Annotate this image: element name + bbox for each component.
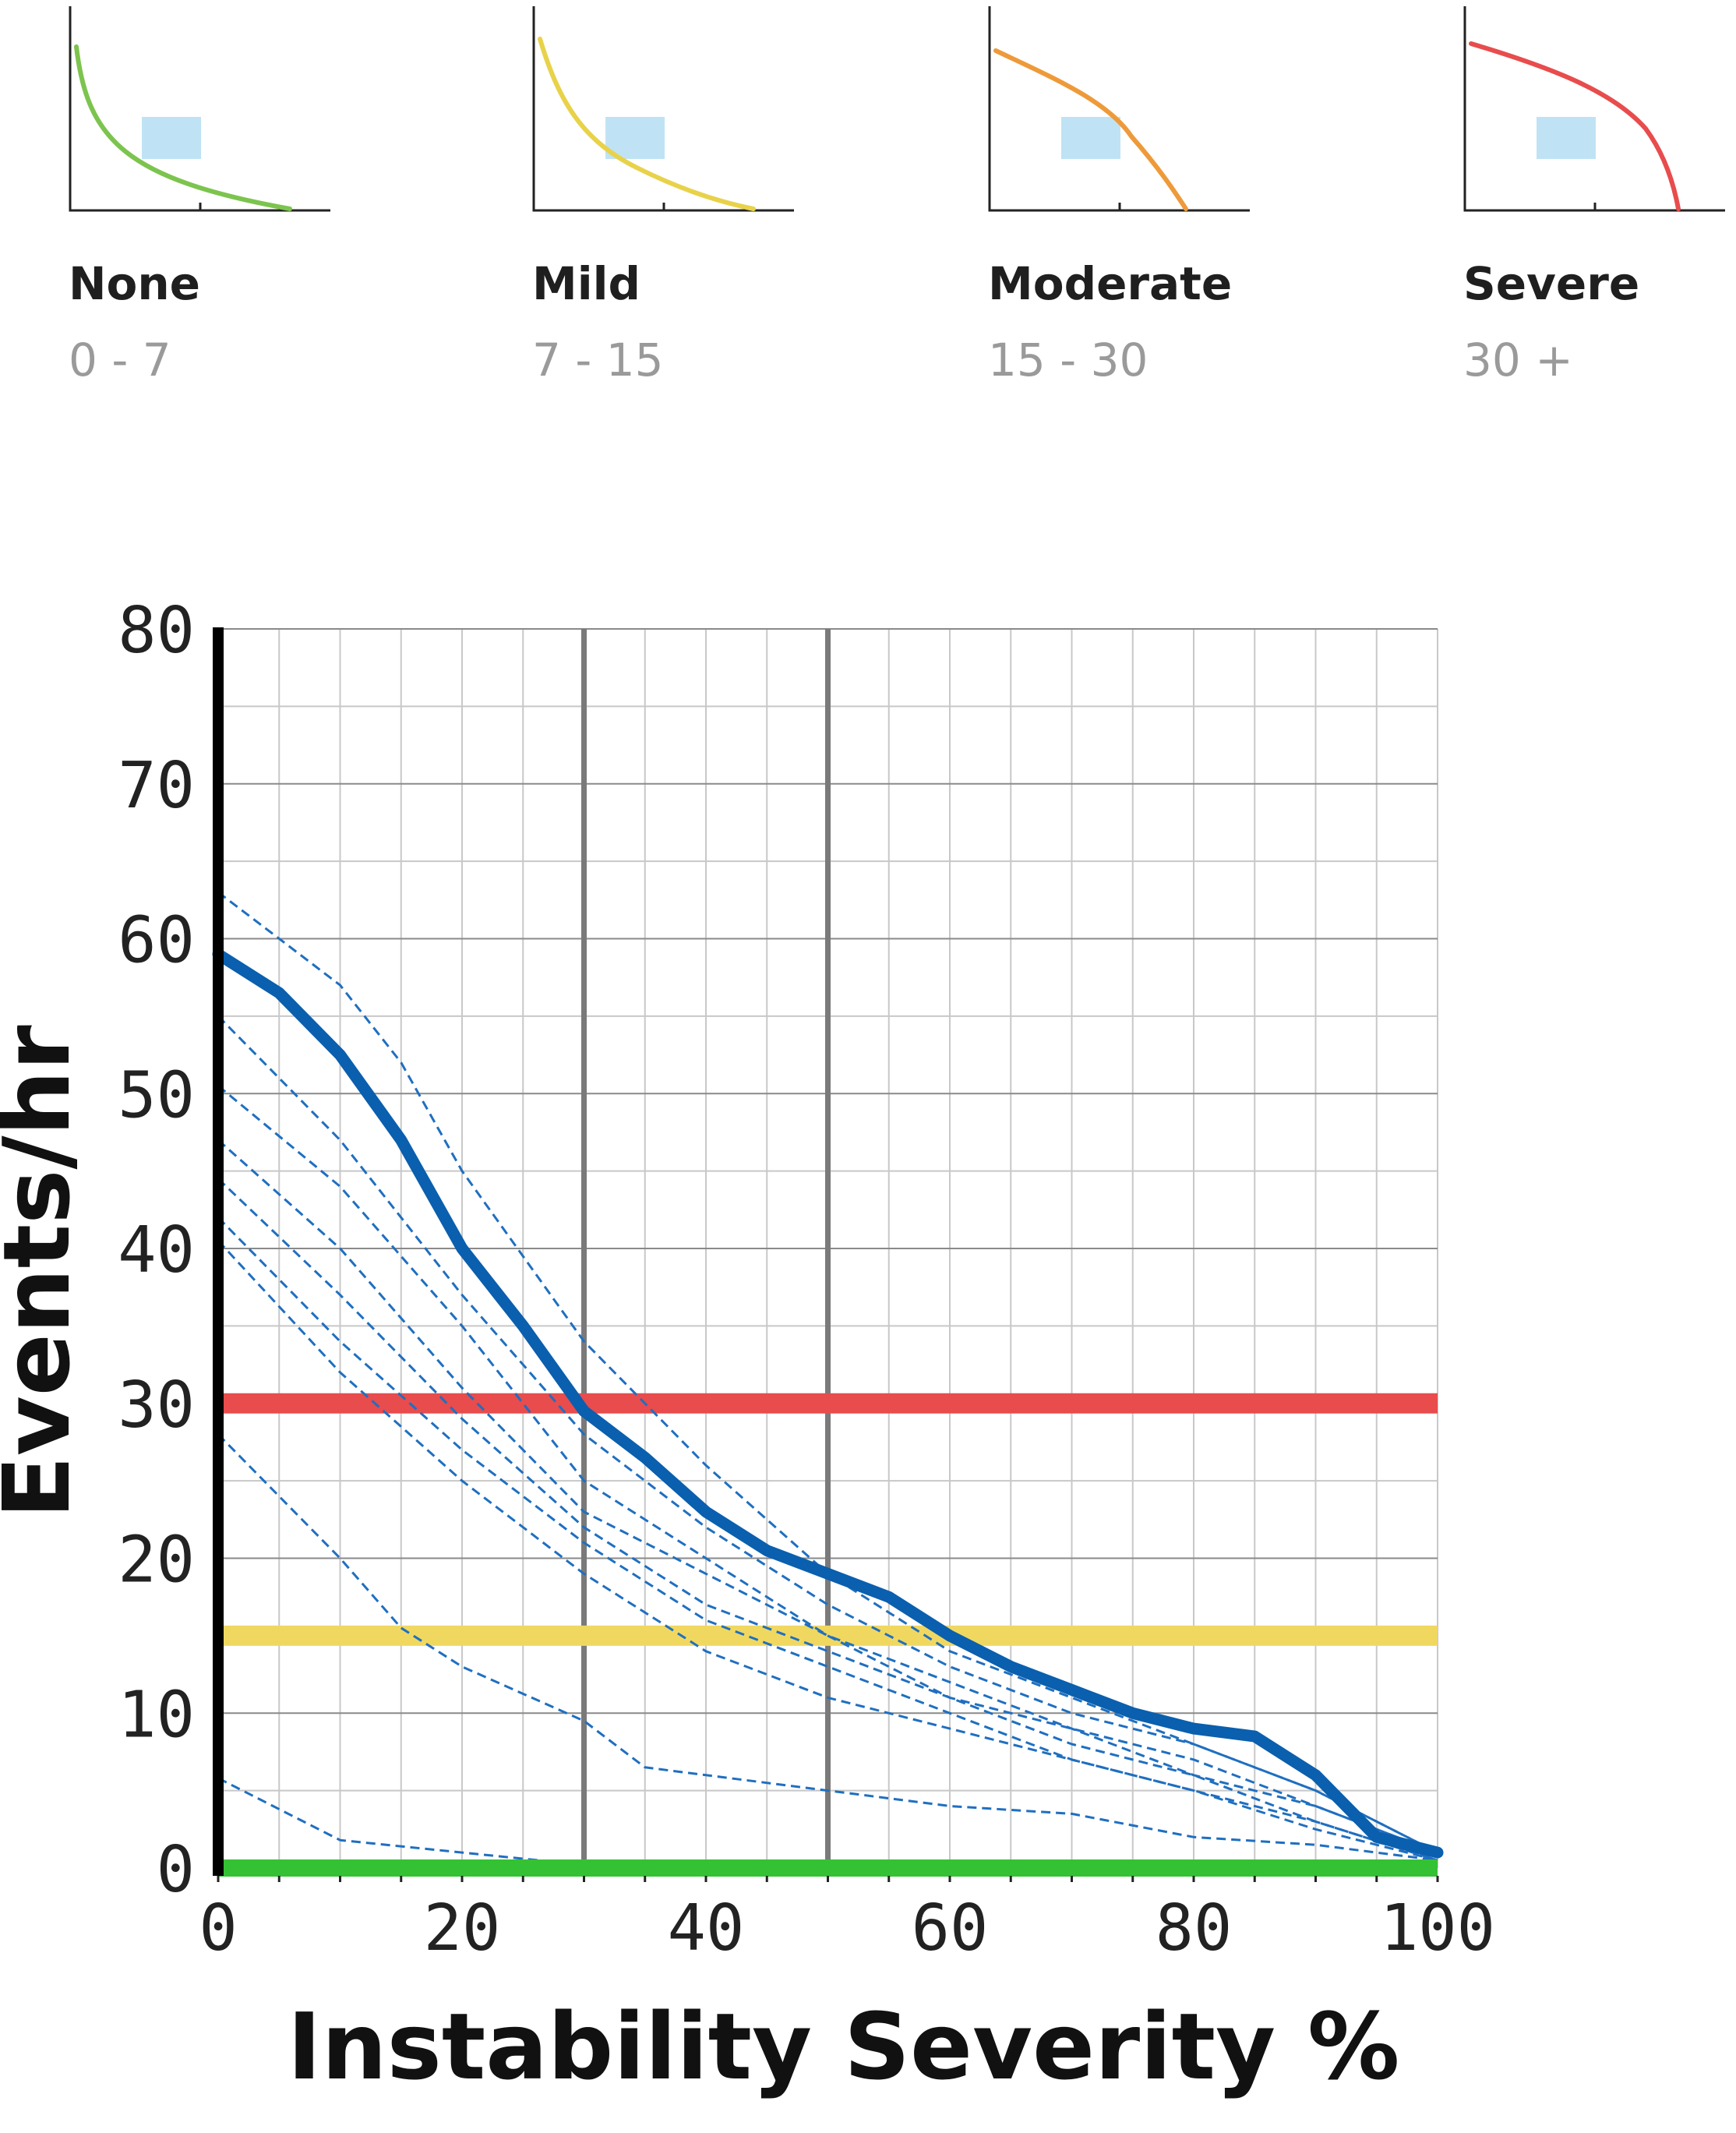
legend-mini-curve-line — [1469, 41, 1681, 211]
legend-mini-curve — [69, 6, 330, 212]
dashed-series-5 — [217, 1178, 1438, 1862]
legend-mini-box — [605, 117, 665, 159]
y-tick-label: 80 — [118, 594, 195, 668]
legend-range: 30 + — [1463, 334, 1573, 387]
dashed-series-6 — [217, 1217, 1438, 1862]
legend-item-moderate: Moderate 15 - 30 — [983, 0, 1311, 405]
legend-range: 0 - 7 — [69, 334, 171, 387]
legend-mini-axes — [1463, 6, 1725, 212]
legend-name: None — [69, 257, 201, 310]
y-tick-label: 60 — [118, 904, 195, 978]
legend-item-severe: Severe 30 + — [1459, 0, 1736, 405]
y-tick-label: 70 — [118, 749, 195, 823]
y-tick-label: 20 — [118, 1524, 195, 1598]
legend-mini-axes — [532, 6, 794, 212]
dashed-series-7 — [217, 1240, 1438, 1862]
x-tick-label: 100 — [1380, 1891, 1495, 1965]
dashed-series-1 — [217, 891, 1438, 1854]
legend-mini-curve — [988, 6, 1250, 212]
legend-range: 7 - 15 — [532, 334, 664, 387]
legend-item-none: None 0 - 7 — [64, 0, 391, 405]
legend-mini-curve-line — [74, 44, 292, 211]
x-tick-label: 80 — [1156, 1891, 1233, 1965]
y-tick-label: 30 — [118, 1368, 195, 1443]
y-tick-label: 0 — [157, 1833, 195, 1907]
legend-name: Severe — [1463, 257, 1640, 310]
legend-item-mild: Mild 7 - 15 — [528, 0, 855, 405]
legend-range: 15 - 30 — [988, 334, 1149, 387]
legend-mini-box — [142, 117, 201, 159]
legend-mini-box — [1061, 117, 1120, 159]
legend-mini-curve — [1463, 6, 1725, 212]
dashed-series-9 — [217, 1777, 584, 1866]
dashed-series-3 — [217, 1085, 1438, 1854]
y-tick-label: 10 — [118, 1678, 195, 1752]
x-tick-label: 60 — [912, 1891, 989, 1965]
x-axis-title: Instability Severity % — [288, 1993, 1400, 2100]
x-tick-label: 0 — [199, 1891, 237, 1965]
x-tick-label: 40 — [668, 1891, 745, 1965]
x-tick-label: 20 — [424, 1891, 501, 1965]
legend-mini-curve — [532, 6, 794, 212]
y-tick-label: 40 — [118, 1213, 195, 1287]
main-chart: 0 10 20 30 40 50 60 70 80 0 20 40 60 80 100 Instability… — [0, 594, 1495, 2100]
legend-mini-axes — [988, 6, 1250, 212]
legend-mini-axes — [69, 6, 330, 212]
y-axis-title: Events/hr — [0, 1025, 90, 1519]
legend-name: Moderate — [988, 257, 1233, 310]
dashed-series-4 — [217, 1139, 1438, 1854]
y-tick-label: 50 — [118, 1058, 195, 1132]
main-series-line — [212, 948, 1444, 1859]
legend-mini-box — [1537, 117, 1596, 159]
dashed-series-8 — [217, 1433, 1438, 1862]
legend-mini-curve-line — [993, 48, 1188, 211]
dashed-series-2 — [217, 1015, 1438, 1854]
legend-name: Mild — [532, 257, 640, 310]
legend-mini-curve-line — [538, 37, 756, 211]
